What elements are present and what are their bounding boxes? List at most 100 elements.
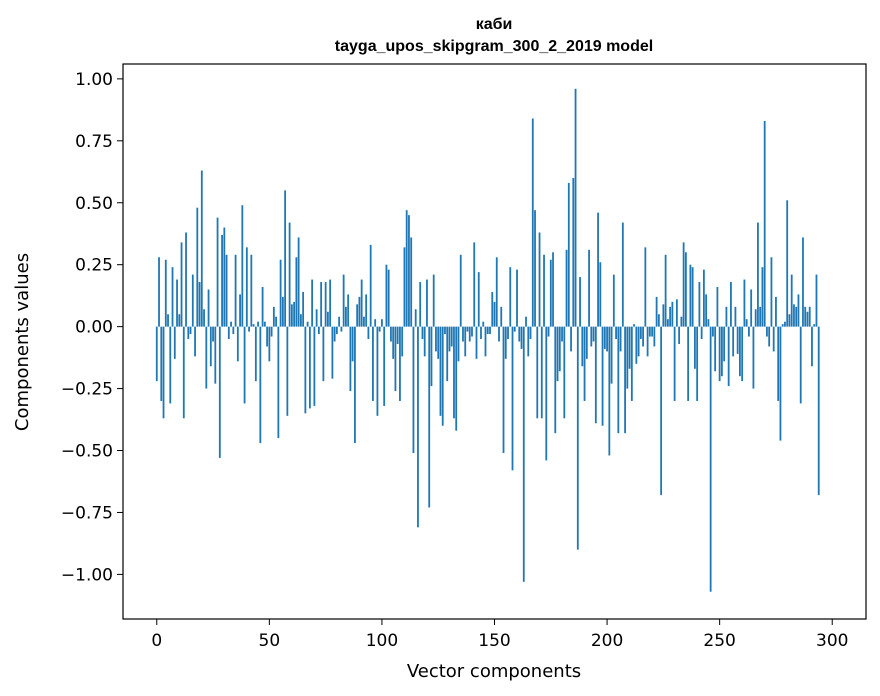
- bar: [716, 286, 719, 327]
- bar: [534, 210, 536, 327]
- bar: [189, 326, 192, 335]
- bar: [576, 326, 579, 550]
- bar: [428, 326, 431, 508]
- bar: [387, 269, 390, 327]
- bar: [757, 222, 759, 327]
- bar: [581, 326, 584, 367]
- bar: [205, 326, 208, 389]
- bar: [730, 282, 732, 327]
- bar: [513, 326, 516, 332]
- bar: [671, 301, 674, 327]
- bar: [340, 326, 343, 332]
- bar: [239, 294, 241, 327]
- bar: [468, 326, 471, 342]
- bar: [365, 294, 368, 327]
- bar: [784, 321, 786, 327]
- bar: [455, 326, 458, 431]
- x-tick-label: 250: [703, 631, 735, 651]
- bar: [500, 306, 503, 327]
- x-tick-label: 200: [591, 631, 623, 651]
- bar: [430, 326, 433, 387]
- bar: [466, 326, 469, 332]
- bar: [182, 326, 185, 419]
- bar: [759, 306, 762, 327]
- chart-title: каби: [476, 16, 513, 33]
- bar: [401, 326, 404, 357]
- bar: [369, 244, 372, 327]
- bar: [471, 326, 473, 337]
- bar: [651, 326, 654, 337]
- bar: [741, 326, 744, 382]
- bar: [743, 279, 746, 327]
- bar: [171, 267, 174, 327]
- bar: [288, 222, 291, 327]
- bar: [660, 326, 663, 496]
- bar: [378, 326, 381, 332]
- bar: [811, 326, 813, 367]
- bar: [209, 326, 212, 367]
- bar: [750, 289, 753, 327]
- bar: [815, 274, 818, 327]
- bar: [232, 326, 235, 335]
- bar: [345, 306, 347, 327]
- bar: [423, 326, 426, 357]
- bar: [381, 319, 383, 327]
- bar: [275, 316, 277, 327]
- bar: [680, 316, 683, 327]
- bar: [693, 326, 696, 369]
- bar: [432, 274, 435, 327]
- bar: [335, 326, 338, 335]
- bar: [322, 326, 325, 382]
- y-tick-label: 0.00: [75, 318, 113, 338]
- bar: [561, 326, 563, 342]
- bar: [538, 232, 541, 327]
- bar: [196, 207, 199, 327]
- bar: [331, 326, 334, 379]
- bar: [635, 326, 638, 364]
- bar: [286, 326, 289, 416]
- bar: [763, 120, 766, 327]
- bar: [164, 259, 167, 327]
- bar: [606, 326, 608, 352]
- bar: [216, 217, 219, 327]
- bar: [655, 296, 658, 327]
- bar: [516, 269, 518, 327]
- bar: [572, 177, 575, 327]
- bar: [351, 326, 354, 362]
- bar: [405, 210, 408, 327]
- bar: [775, 296, 777, 327]
- bar: [493, 301, 496, 327]
- bar: [320, 282, 323, 327]
- bar: [167, 314, 169, 327]
- bar: [615, 326, 617, 340]
- bar: [702, 269, 705, 327]
- bar: [396, 326, 399, 344]
- bar: [185, 232, 187, 327]
- bar: [689, 264, 692, 327]
- x-tick-label: 50: [259, 631, 281, 651]
- bar: [518, 326, 521, 342]
- x-tick-label: 100: [366, 631, 398, 651]
- bar: [570, 326, 572, 352]
- bar: [392, 326, 395, 359]
- bar: [817, 326, 820, 496]
- bar: [446, 326, 449, 382]
- bar: [644, 247, 647, 327]
- bar: [527, 326, 530, 357]
- bar: [178, 314, 181, 327]
- x-tick-label: 0: [151, 631, 162, 651]
- bar: [410, 237, 413, 327]
- bar: [790, 274, 793, 327]
- bar: [241, 205, 244, 327]
- bar: [594, 326, 597, 424]
- bar: [338, 316, 341, 327]
- bar: [529, 326, 532, 340]
- bar: [723, 326, 726, 362]
- bar: [599, 262, 602, 327]
- bar: [556, 326, 559, 382]
- bar: [313, 326, 316, 406]
- bar: [588, 249, 590, 327]
- bar: [399, 326, 401, 401]
- bar: [176, 279, 178, 327]
